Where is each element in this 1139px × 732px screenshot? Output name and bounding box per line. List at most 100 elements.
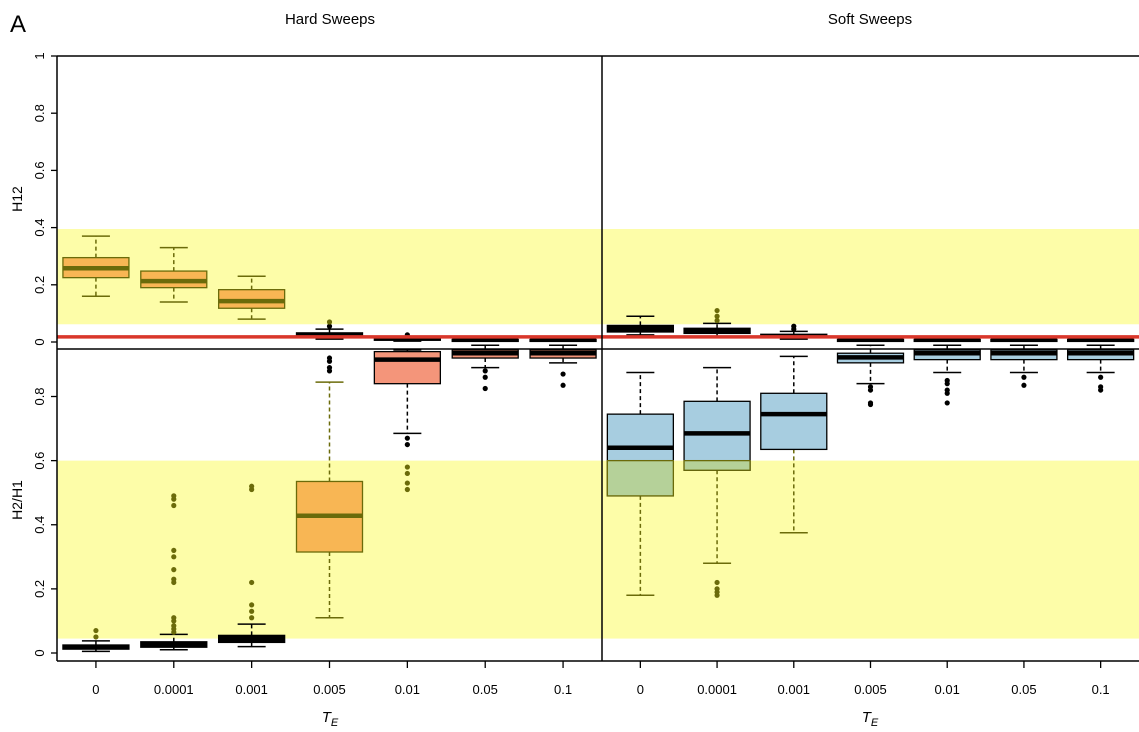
outlier-point — [714, 313, 720, 319]
axes-layer: 0 0.2 0.4 0.6 0.8 1 0 0.2 0.4 0.6 0.8 0 0.0001 0.001 0… — [32, 52, 1139, 697]
outlier-point — [249, 483, 255, 489]
x-tick-label: 0.005 — [313, 682, 346, 697]
h2h1-box-hard-1 — [140, 493, 208, 651]
outlier-point — [171, 623, 177, 629]
h12-box-hard-5 — [451, 337, 519, 343]
h12-y-tick-label: 1 — [32, 52, 47, 59]
h2h1-highlight-layer — [57, 460, 1139, 639]
h2h1-y-tick-label: 0.6 — [32, 452, 47, 470]
box-body — [373, 350, 442, 385]
x-tick-label: 0.0001 — [697, 682, 737, 697]
outlier-point — [171, 547, 177, 554]
outlier-point — [249, 615, 255, 621]
x-tick-label: 0.0001 — [154, 682, 194, 697]
outlier-point — [171, 493, 177, 499]
outlier-point — [326, 319, 333, 325]
h12-highlight-layer — [57, 229, 1139, 325]
outlier-point — [714, 317, 720, 324]
outlier-point — [1098, 374, 1104, 380]
box-body — [760, 392, 828, 451]
outlier-point — [404, 470, 410, 477]
x-tick-label: 0.1 — [1092, 682, 1110, 697]
outlier-point — [944, 377, 950, 384]
x-axis-label-hard: TE — [322, 709, 339, 729]
h12-highlight-band — [57, 229, 1139, 325]
h2h1-y-tick-label: 0.4 — [32, 516, 47, 534]
x-tick-label: 0.05 — [1011, 682, 1036, 697]
outlier-point — [93, 627, 99, 634]
outlier-point — [404, 441, 410, 448]
outlier-point — [867, 401, 874, 408]
x-tick-label: 0 — [637, 682, 644, 697]
x-axis-label-soft: TE — [862, 709, 879, 729]
outlier-point — [404, 486, 410, 493]
h2h1-y-tick-label: 0.2 — [32, 580, 47, 598]
outlier-point — [404, 480, 410, 486]
panel-label: A — [10, 11, 26, 38]
outlier-point — [404, 464, 410, 470]
h2h1-box-hard-6 — [529, 344, 597, 388]
outlier-point — [714, 307, 720, 314]
h2h1-box-soft-3 — [836, 344, 905, 408]
h2h1-box-soft-1 — [683, 366, 751, 598]
box-body-overlap — [683, 459, 751, 471]
h12-box-soft-3 — [836, 337, 905, 343]
group-title-hard-sweeps: Hard Sweeps — [285, 11, 375, 28]
x-tick-label: 0.01 — [935, 682, 960, 697]
outlier-point — [326, 365, 333, 371]
box-body — [683, 400, 751, 471]
outlier-point — [249, 579, 255, 586]
outlier-point — [249, 602, 255, 608]
h12-box-hard-0 — [62, 235, 130, 297]
h12-box-hard-1 — [140, 246, 208, 303]
h12-box-hard-3 — [295, 319, 364, 340]
outlier-point — [944, 400, 950, 406]
x-tick-label: 0.05 — [473, 682, 498, 697]
outlier-point — [714, 586, 720, 592]
h12-box-hard-6 — [529, 337, 597, 343]
h12-y-axis-label: H12 — [9, 186, 25, 212]
h2h1-box-soft-5 — [990, 344, 1058, 388]
x-tick-label: 0 — [92, 682, 99, 697]
h2h1-box-soft-6 — [1066, 344, 1135, 393]
h2h1-y-axis-label: H2/H1 — [9, 480, 25, 520]
h12-boxes-layer — [57, 235, 1139, 343]
outlier-point — [482, 374, 488, 380]
h2h1-y-tick-label: 0 — [32, 649, 47, 656]
h12-box-hard-2 — [217, 275, 286, 320]
h12-y-tick-label: 0.6 — [32, 161, 47, 179]
h12-y-tick-label: 0.4 — [32, 219, 47, 237]
x-tick-label: 0.001 — [778, 682, 811, 697]
h12-box-soft-6 — [1066, 337, 1135, 343]
outlier-point — [171, 567, 177, 573]
outlier-point — [1098, 384, 1104, 390]
outlier-point — [560, 371, 566, 377]
outlier-point — [1021, 374, 1027, 380]
h2h1-y-tick-label: 0.8 — [32, 387, 47, 405]
x-tick-label: 0.005 — [854, 682, 887, 697]
h12-box-soft-4 — [913, 337, 981, 343]
outlier-point — [714, 579, 720, 586]
outlier-point — [171, 502, 177, 509]
x-tick-label: 0.001 — [235, 682, 268, 697]
h2h1-boxes-layer — [62, 344, 1135, 653]
h12-y-tick-label: 0 — [32, 338, 47, 345]
outlier-point — [560, 382, 566, 388]
outlier-point — [944, 387, 950, 393]
h2h1-box-soft-2 — [760, 355, 828, 534]
outlier-point — [791, 323, 797, 329]
outlier-point — [326, 355, 333, 361]
h12-y-tick-label: 0.8 — [32, 104, 47, 122]
h2h1-box-hard-0 — [62, 627, 130, 653]
x-tick-label: 0.01 — [395, 682, 420, 697]
h12-box-soft-5 — [990, 337, 1058, 343]
outlier-point — [482, 385, 488, 392]
group-title-soft-sweeps: Soft Sweeps — [828, 11, 912, 28]
outlier-point — [249, 608, 255, 614]
h2h1-box-hard-2 — [217, 483, 286, 648]
x-tick-label: 0.1 — [554, 682, 572, 697]
outlier-point — [326, 323, 333, 329]
h12-box-soft-0 — [606, 315, 675, 336]
h2h1-box-hard-3 — [295, 355, 364, 619]
